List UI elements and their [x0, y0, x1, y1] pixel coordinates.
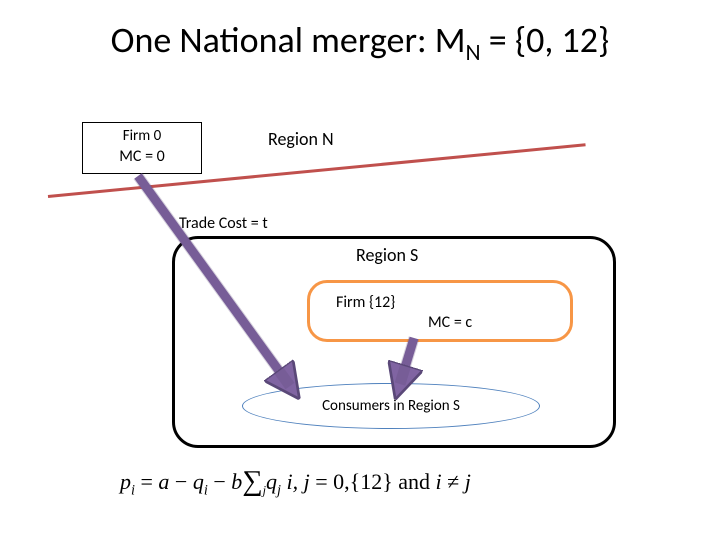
- slide-title: One National merger: MN = {0, 12}: [0, 18, 720, 67]
- formula-ij: i, j: [286, 469, 309, 494]
- firm12-mc: MC = c: [428, 313, 472, 332]
- formula-q1: q: [193, 469, 204, 494]
- title-prefix: One National merger: M: [111, 18, 466, 62]
- title-subscript: N: [466, 39, 481, 67]
- formula-q2: q: [266, 469, 277, 494]
- region-n-label: Region N: [268, 128, 334, 150]
- formula-a: a: [158, 469, 169, 494]
- firm12-label: Firm {12}: [336, 293, 395, 312]
- formula-and: and: [393, 469, 436, 494]
- formula-minus2: −: [208, 469, 231, 494]
- formula-minus1: −: [169, 469, 192, 494]
- formula-set: 0,{12}: [333, 469, 393, 494]
- formula-j2: j: [465, 469, 471, 494]
- sigma-icon: ∑: [242, 466, 262, 498]
- formula-eq1: =: [135, 469, 158, 494]
- formula-b: b: [231, 469, 242, 494]
- region-s-label: Region S: [350, 244, 424, 266]
- firm0-box: Firm 0 MC = 0: [82, 122, 202, 174]
- firm0-mc: MC = 0: [83, 147, 201, 166]
- formula: pi = a − qi − b∑jqj i, j = 0,{12} and i …: [120, 468, 471, 500]
- title-suffix: = {0, 12}: [481, 18, 610, 62]
- formula-eq2: =: [310, 469, 333, 494]
- formula-p: p: [120, 469, 131, 494]
- trade-cost-label: Trade Cost = t: [175, 214, 272, 233]
- consumers-label: Consumers in Region S: [322, 397, 460, 415]
- formula-neq: ≠: [442, 469, 465, 494]
- firm12-box: Firm {12} MC = c: [307, 280, 573, 342]
- firm0-label: Firm 0: [83, 127, 201, 145]
- consumers-ellipse: Consumers in Region S: [242, 383, 540, 429]
